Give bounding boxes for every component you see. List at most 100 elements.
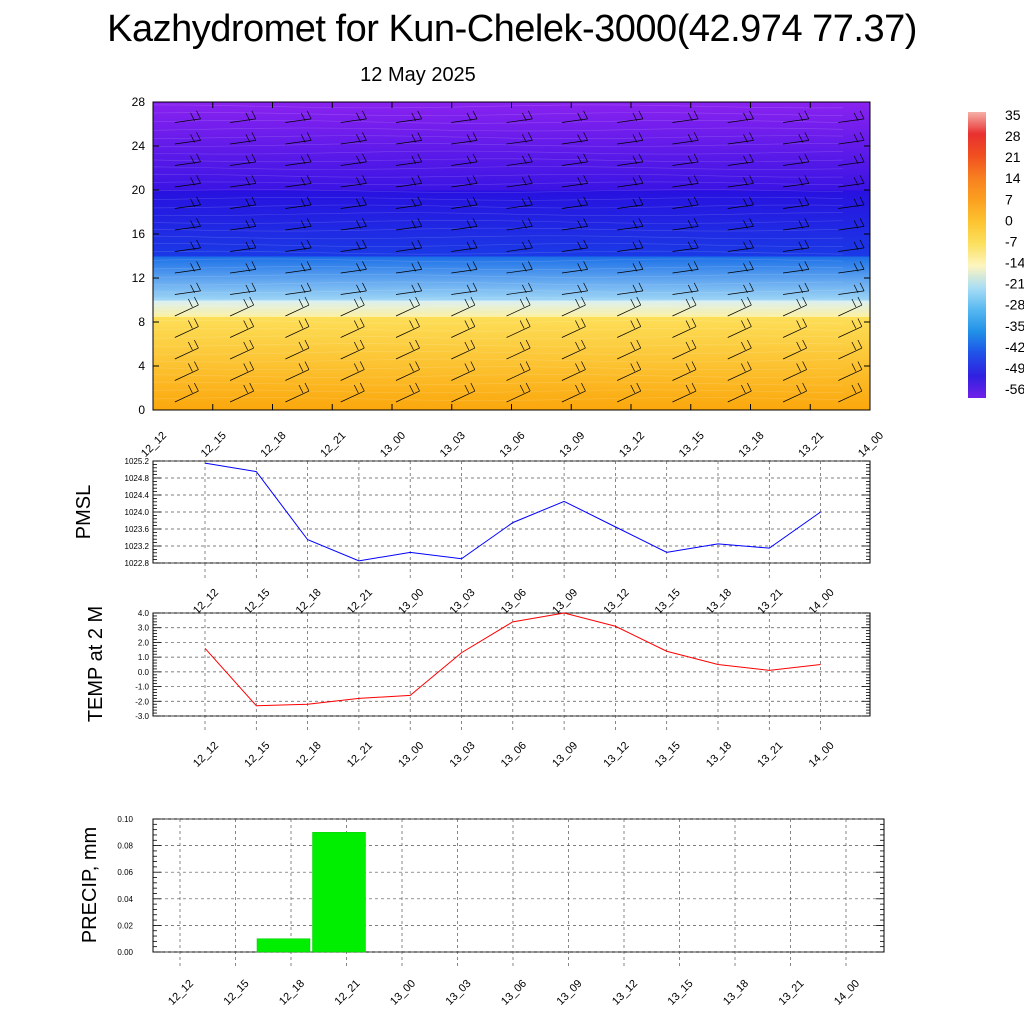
heatmap-tick-label-12_15: 12_15 xyxy=(199,430,229,460)
page-title: Kazhydromet for Kun-Chelek-3000(42.974 7… xyxy=(107,8,917,50)
heatmap-tick-label-13_03: 13_03 xyxy=(438,430,468,460)
pmsl-ytick-4: 1023.6 xyxy=(125,525,150,534)
temp-2m-tick-label-14_00: 14_00 xyxy=(807,740,837,770)
colorbar-label-2: 21 xyxy=(1005,149,1021,165)
temp-2m-ytick-5: -1.0 xyxy=(135,683,149,692)
pmsl-ylabel: PMSL xyxy=(73,485,95,539)
precip-ylabel: PRECIP, mm xyxy=(79,827,101,943)
colorbar-legend: 35 28 21 14 7 0 -7 -14 -21 -28 -35 -42 -49 -56 xyxy=(968,107,1024,398)
temp-2m-tick-label-13_12: 13_12 xyxy=(601,740,631,770)
precip-tick-label-12_15: 12_15 xyxy=(222,978,252,1008)
heatmap-ytick-12: 12 xyxy=(132,271,146,285)
colorbar-label-13: -56 xyxy=(1005,381,1024,397)
temp-2m-tick-label-13_06: 13_06 xyxy=(499,740,529,770)
temp-2m-tick-label-13_15: 13_15 xyxy=(653,740,683,770)
heatmap-layer-1 xyxy=(153,300,870,317)
temp-2m-tick-label-13_03: 13_03 xyxy=(448,740,478,770)
precip-bar-12_21 xyxy=(312,832,366,953)
heatmap-tick-label-13_12: 13_12 xyxy=(617,430,647,460)
temp-2m-tick-label-13_09: 13_09 xyxy=(550,740,580,770)
precip-tick-label-13_03: 13_03 xyxy=(444,978,474,1008)
colorbar-label-8: -21 xyxy=(1005,276,1024,292)
heatmap-layer-0 xyxy=(153,316,870,411)
temp-2m-tick-label-13_21: 13_21 xyxy=(755,740,785,770)
precip-ytick-0: 0.10 xyxy=(117,815,133,824)
pmsl-ytick-1: 1024.8 xyxy=(125,474,150,483)
colorbar-label-6: -7 xyxy=(1005,233,1018,249)
precip-ytick-2: 0.06 xyxy=(117,868,133,877)
pmsl-tick-label-13_15: 13_15 xyxy=(653,587,683,617)
heatmap-ytick-16: 16 xyxy=(132,227,146,241)
precip-tick-label-13_00: 13_00 xyxy=(388,978,418,1008)
precip-tick-label-13_21: 13_21 xyxy=(777,978,807,1008)
precip-frame xyxy=(152,818,885,953)
pmsl-tick-label-13_06: 13_06 xyxy=(499,587,529,617)
temp-2m-tick-label-13_00: 13_00 xyxy=(396,740,426,770)
pmsl-frame xyxy=(152,460,871,564)
heatmap-ytick-28: 28 xyxy=(132,95,146,109)
temp-2m-ytick-2: 2.0 xyxy=(138,638,150,647)
precip-ytick-1: 0.08 xyxy=(117,842,133,851)
precip-tick-label-14_00: 14_00 xyxy=(832,978,862,1008)
heatmap-ytick-24: 24 xyxy=(132,139,146,153)
precip-tick-label-12_21: 12_21 xyxy=(333,978,363,1008)
colorbar-label-7: -14 xyxy=(1005,255,1024,271)
colorbar-gradient xyxy=(968,112,986,398)
colorbar-label-11: -42 xyxy=(1005,339,1024,355)
precip-bar-12_18 xyxy=(256,938,311,953)
temp-2m-ytick-7: -3.0 xyxy=(135,712,149,721)
temp-2m-ytick-1: 3.0 xyxy=(138,624,150,633)
heatmap-ytick-4: 4 xyxy=(138,359,145,373)
heatmap-tick-label-13_00: 13_00 xyxy=(378,430,408,460)
pmsl-tick-label-12_21: 12_21 xyxy=(345,587,375,617)
pmsl-tick-label-13_18: 13_18 xyxy=(704,587,734,617)
precip-tick-label-13_06: 13_06 xyxy=(499,978,529,1008)
precip-ytick-4: 0.02 xyxy=(117,921,133,930)
pmsl-tick-label-12_15: 12_15 xyxy=(242,587,272,617)
heatmap-tick-label-12_21: 12_21 xyxy=(318,430,348,460)
temp-2m-tick-label-13_18: 13_18 xyxy=(704,740,734,770)
colorbar-label-1: 28 xyxy=(1005,128,1021,144)
heatmap-tick-label-13_21: 13_21 xyxy=(796,430,826,460)
temp-2m-ytick-6: -2.0 xyxy=(135,697,149,706)
precip-tick-label-13_15: 13_15 xyxy=(666,978,696,1008)
colorbar-label-9: -28 xyxy=(1005,297,1024,313)
precip-tick-label-13_18: 13_18 xyxy=(721,978,751,1008)
heatmap-tick-label-13_06: 13_06 xyxy=(498,430,528,460)
precip-tick-label-12_18: 12_18 xyxy=(277,978,307,1008)
colorbar-label-0: 35 xyxy=(1005,107,1021,123)
pmsl-ytick-0: 1025.2 xyxy=(125,457,150,466)
pmsl-tick-label-13_21: 13_21 xyxy=(755,587,785,617)
heatmap-tick-label-14_00: 14_00 xyxy=(856,430,886,460)
heatmap-layer-3 xyxy=(153,190,870,257)
pmsl-ytick-2: 1024.4 xyxy=(125,491,150,500)
heatmap-ytick-0: 0 xyxy=(138,403,145,417)
temp-2m-chart: 4.0 3.0 2.0 1.0 0.0 -1.0 -2.0 -3.0 12_12 12_15 12_… xyxy=(85,606,871,770)
temp-2m-ytick-3: 1.0 xyxy=(138,653,150,662)
temp-2m-ytick-4: 0.0 xyxy=(138,668,150,677)
pmsl-tick-label-12_12: 12_12 xyxy=(191,587,221,617)
temp-2m-tick-label-12_15: 12_15 xyxy=(242,740,272,770)
pmsl-tick-label-13_03: 13_03 xyxy=(448,587,478,617)
precip-chart: 0.10 0.08 0.06 0.04 0.02 0.00 12_12 12_15 12_18 1… xyxy=(79,815,885,1008)
heatmap-layer-4 xyxy=(153,102,870,191)
colorbar-label-12: -49 xyxy=(1005,360,1024,376)
precip-ytick-3: 0.04 xyxy=(117,895,133,904)
temp-2m-tick-label-12_18: 12_18 xyxy=(294,740,324,770)
pmsl-ytick-6: 1022.8 xyxy=(125,559,150,568)
colorbar-label-10: -35 xyxy=(1005,318,1024,334)
temperature-profile-chart: 0 4 8 12 16 20 24 28 12_12 12_15 12_18 12_21 13_00 13… xyxy=(132,95,886,460)
date-subtitle: 12 May 2025 xyxy=(360,64,476,86)
heatmap-tick-label-13_18: 13_18 xyxy=(737,430,767,460)
colorbar-label-5: 0 xyxy=(1005,212,1013,228)
heatmap-tick-label-13_15: 13_15 xyxy=(677,430,707,460)
pmsl-tick-label-13_09: 13_09 xyxy=(550,587,580,617)
pmsl-chart: 1025.2 1024.8 1024.4 1024.0 1023.6 1023.2 1022… xyxy=(73,457,871,617)
pmsl-ytick-5: 1023.2 xyxy=(125,542,150,551)
temp-2m-frame xyxy=(152,612,871,717)
colorbar-label-3: 14 xyxy=(1005,170,1021,186)
heatmap-tick-label-12_18: 12_18 xyxy=(259,430,289,460)
pmsl-ytick-3: 1024.0 xyxy=(125,508,150,517)
pmsl-tick-label-13_00: 13_00 xyxy=(396,587,426,617)
